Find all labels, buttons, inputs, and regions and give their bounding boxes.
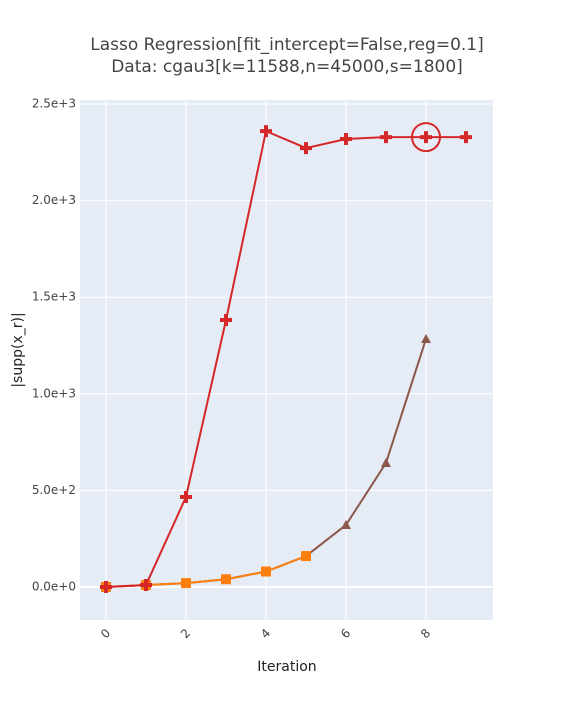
marker — [420, 131, 432, 144]
y-tick-label: 2.5e+3 — [32, 97, 76, 111]
y-tick-label: 1.5e+3 — [32, 290, 76, 304]
x-tick-label: 6 — [338, 626, 353, 641]
marker — [460, 131, 472, 144]
x-axis-title: Iteration — [257, 659, 316, 675]
marker — [300, 142, 312, 155]
y-axis-title: |supp(x_r)| — [10, 312, 26, 387]
marker — [380, 131, 392, 144]
x-tick-label: 4 — [258, 626, 273, 641]
chart-subtitle: Data: cgau3[k=11588,n=45000,s=1800] — [111, 57, 463, 77]
plot-area — [80, 100, 493, 620]
marker — [341, 519, 351, 529]
marker — [381, 457, 391, 467]
chart-title: Lasso Regression[fit_intercept=False,reg… — [90, 35, 484, 55]
y-tick-label: 1.0e+3 — [32, 386, 76, 400]
x-tick-label: 2 — [178, 626, 193, 641]
x-tick-label: 0 — [98, 626, 113, 641]
line — [105, 129, 466, 588]
y-tick-label: 0.0e+0 — [32, 579, 76, 593]
y-tick-label: 5.0e+2 — [32, 483, 76, 497]
marker — [260, 125, 272, 138]
marker — [301, 551, 311, 562]
y-tick-label: 2.0e+3 — [32, 193, 76, 207]
marker — [181, 578, 191, 589]
marker — [220, 314, 232, 327]
marker — [261, 566, 271, 577]
marker — [340, 133, 352, 146]
marker — [221, 574, 231, 585]
marker — [100, 580, 112, 593]
marker — [421, 333, 431, 343]
x-tick-label: 8 — [418, 626, 433, 641]
marker — [180, 490, 192, 503]
highlight-circle — [411, 122, 441, 153]
marker — [140, 579, 152, 592]
